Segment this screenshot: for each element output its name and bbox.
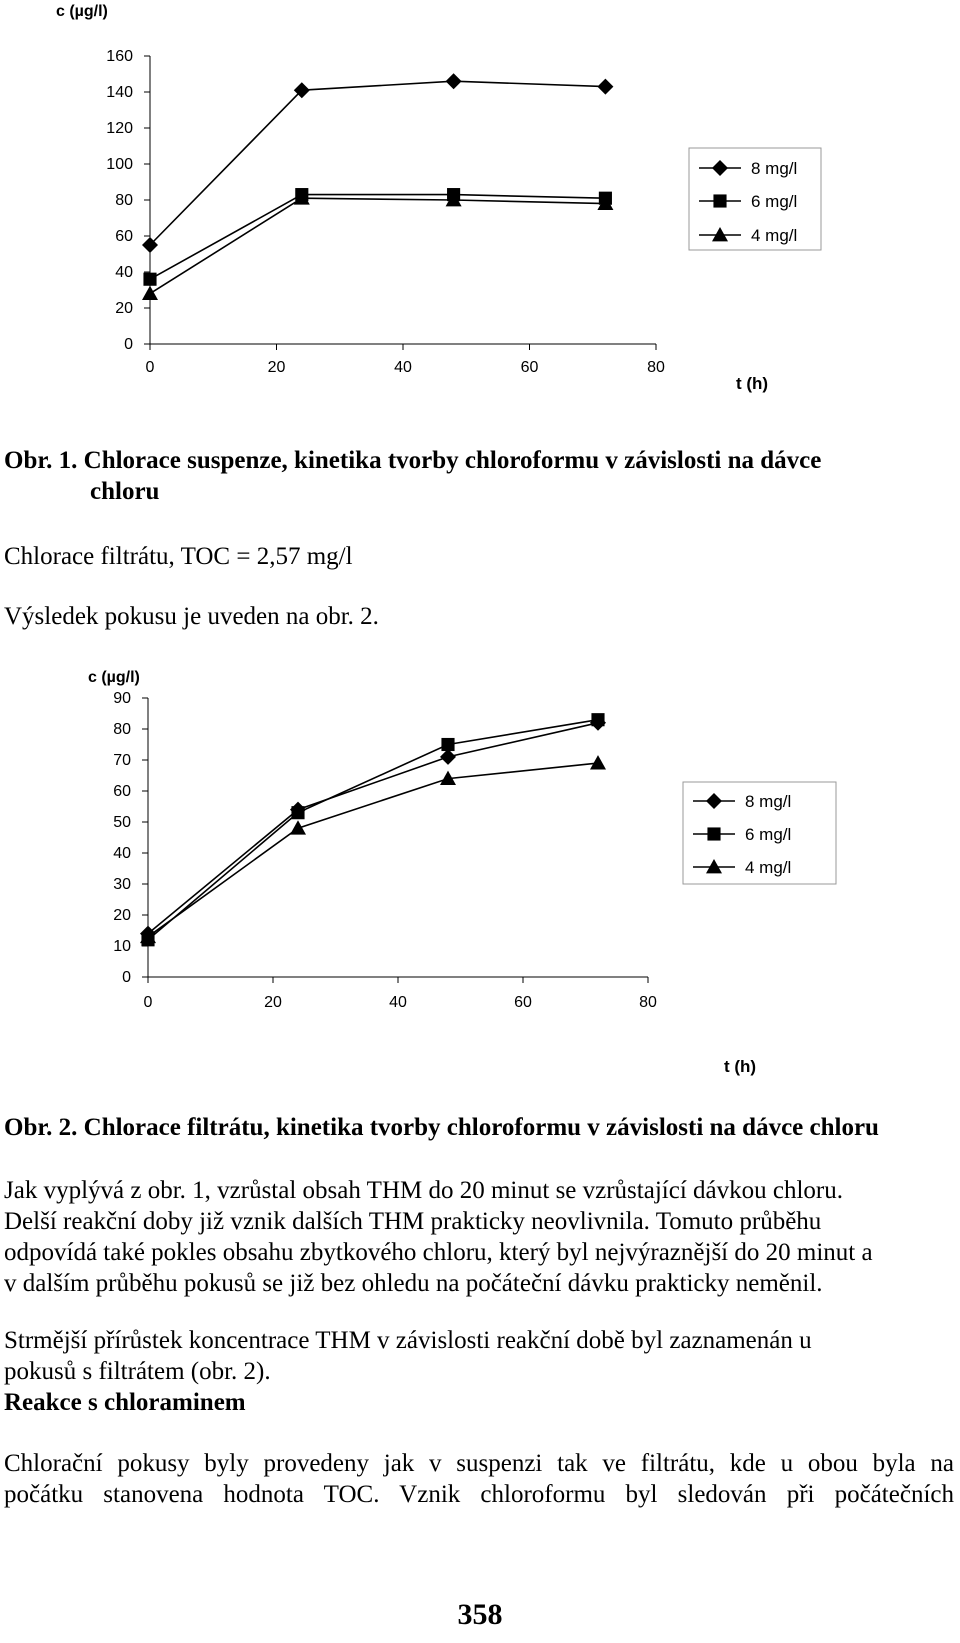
data-point-diamond bbox=[597, 78, 614, 95]
chart-1-legend: 8 mg/l 6 mg/l 4 mg/l bbox=[688, 147, 822, 251]
chart-1-y-axis-label: c (µg/l) bbox=[56, 3, 108, 20]
y-tick-label: 160 bbox=[106, 48, 133, 65]
figure-1-caption-line-1: Obr. 1. Chlorace suspenze, kinetika tvor… bbox=[4, 447, 822, 474]
x-tick-label: 20 bbox=[264, 994, 282, 1011]
x-tick-label: 80 bbox=[639, 994, 657, 1011]
paragraph-3: Chlorační pokusy byly provedeny jak v su… bbox=[4, 1448, 954, 1510]
x-tick-label: 60 bbox=[514, 994, 532, 1011]
paragraph-1: Jak vyplývá z obr. 1, vzrůstal obsah THM… bbox=[4, 1175, 940, 1299]
x-tick-label: 60 bbox=[521, 359, 539, 376]
data-point-triangle bbox=[140, 928, 156, 944]
x-tick-label: 0 bbox=[146, 359, 155, 376]
y-tick-label: 80 bbox=[115, 192, 133, 209]
y-tick-label: 70 bbox=[113, 752, 131, 769]
paragraph-2-line: pokusů s filtrátem (obr. 2). bbox=[4, 1358, 271, 1385]
y-tick-label: 0 bbox=[122, 969, 131, 986]
x-tick-label: 20 bbox=[268, 359, 286, 376]
legend-marker-square bbox=[713, 194, 727, 208]
y-tick-label: 60 bbox=[115, 228, 133, 245]
y-tick-label: 120 bbox=[106, 120, 133, 137]
y-tick-label: 100 bbox=[106, 156, 133, 173]
data-point-triangle bbox=[142, 285, 158, 300]
filtrate-heading: Chlorace filtrátu, TOC = 2,57 mg/l bbox=[4, 543, 353, 570]
page-number: 358 bbox=[457, 1598, 503, 1631]
x-tick-label: 40 bbox=[394, 359, 412, 376]
legend-marker-diamond bbox=[712, 160, 728, 176]
legend-label: 8 mg/l bbox=[745, 792, 791, 811]
legend-box bbox=[688, 147, 822, 251]
data-point-triangle bbox=[440, 770, 456, 785]
data-point-square bbox=[291, 806, 305, 820]
legend-label: 4 mg/l bbox=[751, 226, 797, 245]
y-tick-label: 90 bbox=[113, 690, 131, 707]
data-point-triangle bbox=[597, 195, 614, 210]
data-point-square bbox=[441, 737, 455, 752]
series-line bbox=[149, 193, 606, 280]
y-tick-label: 40 bbox=[115, 264, 133, 281]
data-point-diamond bbox=[142, 237, 158, 253]
series-line bbox=[149, 80, 606, 246]
x-tick-label: 40 bbox=[389, 994, 407, 1011]
data-point-triangle bbox=[290, 820, 306, 835]
legend-marker-square bbox=[707, 827, 721, 841]
data-point-square bbox=[591, 713, 605, 727]
chart-2-legend: 8 mg/l 6 mg/l 4 mg/l bbox=[682, 781, 837, 885]
paragraph-1-line: Delší reakční doby již vznik dalších THM… bbox=[4, 1208, 822, 1235]
chart-2-chloration-filtrate: c (µg/l) 0 10 20 30 40 50 60 70 80 90 0 20 40 60 80 t… bbox=[88, 669, 837, 1076]
chart-2-x-axis-label: t (h) bbox=[724, 1057, 756, 1076]
series-line bbox=[147, 722, 599, 935]
y-tick-label: 0 bbox=[124, 336, 133, 353]
y-tick-label: 60 bbox=[113, 783, 131, 800]
y-tick-label: 30 bbox=[113, 876, 131, 893]
data-point-triangle bbox=[590, 755, 606, 770]
paragraph-1-line: Jak vyplývá z obr. 1, vzrůstal obsah THM… bbox=[4, 1177, 843, 1204]
data-point-square bbox=[143, 272, 157, 286]
paragraph-2: Strmější přírůstek koncentrace THM v záv… bbox=[4, 1325, 940, 1387]
y-tick-label: 20 bbox=[113, 907, 131, 924]
y-tick-label: 80 bbox=[113, 721, 131, 738]
legend-label: 4 mg/l bbox=[745, 858, 791, 877]
figure-2-caption: Obr. 2. Chlorace filtrátu, kinetika tvor… bbox=[4, 1114, 879, 1141]
figure-1-caption: Obr. 1. Chlorace suspenze, kinetika tvor… bbox=[4, 445, 954, 507]
legend-marker-triangle bbox=[706, 859, 722, 874]
legend-label: 6 mg/l bbox=[745, 825, 791, 844]
legend-marker-diamond bbox=[706, 793, 722, 809]
chart-1-chloration-suspension: c (µg/l) 0 20 40 60 80 100 120 140 160 0 20 40 60 80… bbox=[56, 3, 822, 393]
y-tick-label: 40 bbox=[113, 845, 131, 862]
series-line bbox=[147, 718, 599, 941]
y-tick-label: 20 bbox=[115, 300, 133, 317]
paragraph-3-line: počátku stanovena hodnota TOC. Vznik chl… bbox=[4, 1481, 954, 1508]
x-tick-label: 0 bbox=[144, 994, 153, 1011]
legend-marker-triangle bbox=[712, 227, 728, 242]
data-point-diamond bbox=[293, 82, 310, 99]
y-tick-label: 140 bbox=[106, 84, 133, 101]
paragraph-1-line: v dalším průběhu pokusů se již bez ohled… bbox=[4, 1270, 823, 1297]
data-point-triangle bbox=[293, 190, 310, 205]
paragraph-1-line: odpovídá také pokles obsahu zbytkového c… bbox=[4, 1239, 873, 1266]
figure-1-caption-line-2: chloru bbox=[90, 478, 160, 505]
y-tick-label: 10 bbox=[113, 938, 131, 955]
paragraph-3-line: Chlorační pokusy byly provedeny jak v su… bbox=[4, 1450, 954, 1477]
data-point-diamond bbox=[445, 73, 462, 90]
series-line bbox=[149, 197, 606, 295]
data-point-triangle bbox=[445, 192, 462, 207]
section-heading: Reakce s chloraminem bbox=[4, 1389, 246, 1416]
chart-1-x-axis-label: t (h) bbox=[736, 374, 768, 393]
legend-label: 8 mg/l bbox=[751, 159, 797, 178]
data-point-diamond bbox=[440, 748, 456, 765]
y-tick-label: 50 bbox=[113, 814, 131, 831]
x-tick-label: 80 bbox=[647, 359, 665, 376]
paragraph-2-line: Strmější přírůstek koncentrace THM v záv… bbox=[4, 1327, 812, 1354]
series-line bbox=[147, 762, 599, 938]
legend-label: 6 mg/l bbox=[751, 192, 797, 211]
result-note: Výsledek pokusu je uveden na obr. 2. bbox=[4, 603, 379, 630]
chart-2-y-axis-label: c (µg/l) bbox=[88, 669, 140, 686]
